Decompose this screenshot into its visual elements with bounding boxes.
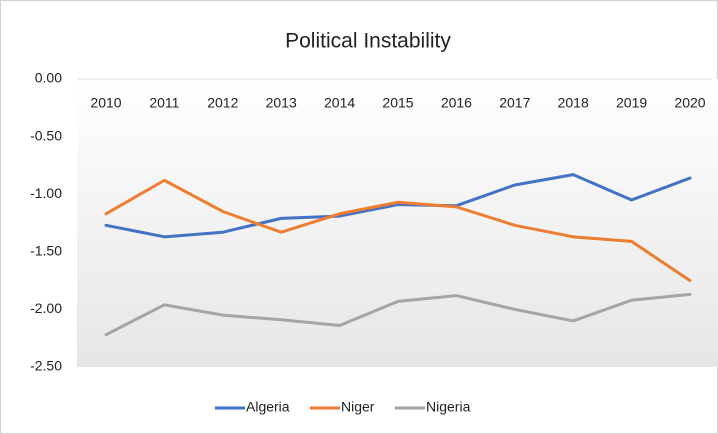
x-tick-label: 2019 xyxy=(616,95,647,111)
series-line xyxy=(104,173,692,239)
x-tick-label: 2010 xyxy=(90,95,121,111)
x-tick-label: 2014 xyxy=(324,95,355,111)
x-tick-label: 2018 xyxy=(558,95,589,111)
legend-label: Algeria xyxy=(246,399,290,415)
x-tick-label: 2016 xyxy=(441,95,472,111)
series-line xyxy=(104,178,692,283)
x-tick-label: 2020 xyxy=(674,95,705,111)
y-tick-label: -0.50 xyxy=(30,127,62,143)
x-tick-label: 2017 xyxy=(499,95,530,111)
x-tick-label: 2013 xyxy=(266,95,297,111)
y-tick-label: -1.50 xyxy=(30,243,62,259)
y-tick-label: 0.00 xyxy=(35,70,62,86)
chart-title: Political Instability xyxy=(285,30,451,53)
x-tick-label: 2011 xyxy=(149,95,179,111)
y-tick-label: -2.00 xyxy=(30,300,62,316)
plot-background xyxy=(77,79,718,367)
series-line xyxy=(104,292,692,337)
legend-label: Niger xyxy=(341,399,375,415)
x-tick-label: 2015 xyxy=(382,95,413,111)
y-tick-label: -2.50 xyxy=(30,358,62,374)
x-tick-label: 2012 xyxy=(207,95,238,111)
legend-label: Nigeria xyxy=(426,399,471,415)
y-tick-label: -1.00 xyxy=(30,185,62,201)
